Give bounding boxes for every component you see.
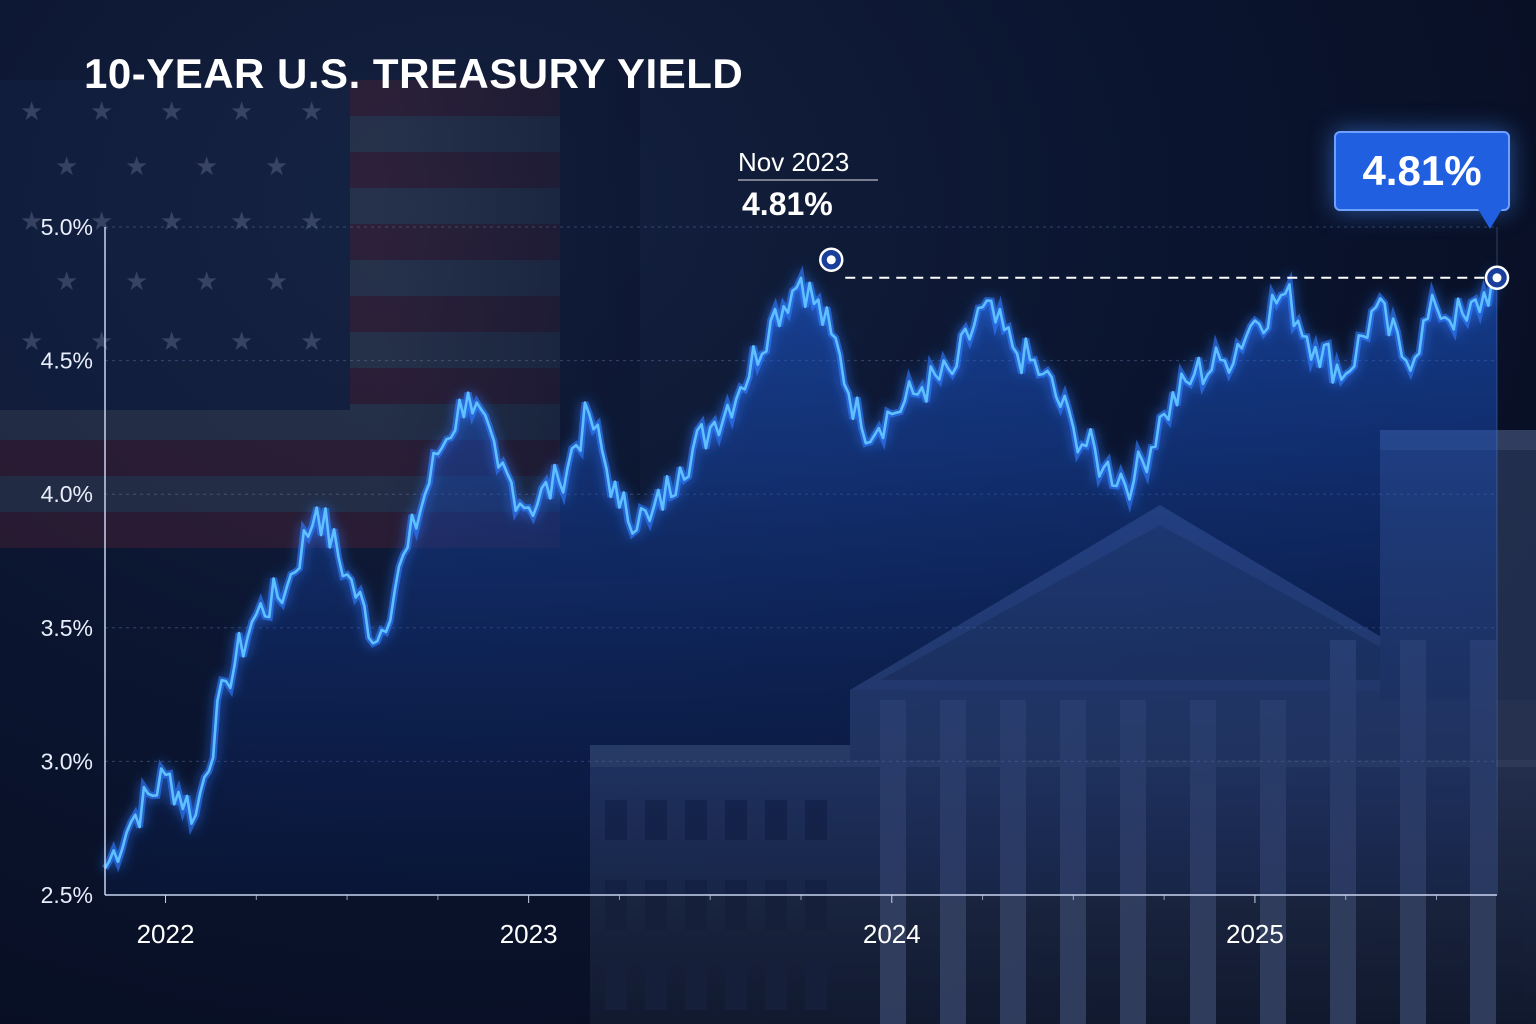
peak-value-label: 4.81% [742,186,833,222]
svg-text:★: ★ [55,267,78,297]
y-tick-label: 2.5% [41,882,93,908]
svg-text:★: ★ [195,152,218,182]
svg-text:★: ★ [230,207,253,237]
series-line [101,265,1499,873]
svg-text:★: ★ [125,152,148,182]
area-fill [105,274,1497,895]
svg-text:★: ★ [55,152,78,182]
y-tick-label: 4.5% [41,348,93,374]
latest-value-text: 4.81% [1362,147,1482,194]
svg-text:★: ★ [160,207,183,237]
y-tick-label: 4.0% [41,481,93,507]
markers [819,247,1510,291]
svg-text:★: ★ [230,97,253,127]
x-tick-label: 2024 [863,919,921,949]
y-tick-label: 3.5% [41,615,93,641]
svg-text:★: ★ [90,97,113,127]
peak-annotation: Nov 2023 4.81% [738,147,878,222]
svg-text:★: ★ [160,327,183,357]
flag-stars: ★ ★ ★ ★ ★ ★ ★ ★ ★ ★ ★ ★ ★ ★ ★ ★ ★ ★ ★ ★ ★ ★ ★ [20,97,323,357]
x-tick-label: 2022 [137,919,195,949]
peak-date-label: Nov 2023 [738,147,849,177]
peak-marker [819,247,844,273]
latest-value-callout: 4.81% [1334,131,1510,229]
svg-text:★: ★ [265,152,288,182]
axes: 2.5% 3.0% 3.5% 4.0% 4.5% 5.0% 2022 2023 2024 2025 [41,214,1498,949]
y-tick-label: 3.0% [41,748,93,774]
svg-text:★: ★ [300,327,323,357]
svg-text:★: ★ [300,97,323,127]
y-tick-label: 5.0% [41,214,93,240]
latest-marker [1484,265,1510,291]
svg-text:★: ★ [20,97,43,127]
series-line-path [103,273,1498,869]
svg-text:★: ★ [90,327,113,357]
series-area [105,274,1497,895]
svg-text:★: ★ [195,267,218,297]
x-tick-label: 2025 [1226,919,1284,949]
svg-text:★: ★ [300,207,323,237]
svg-text:★: ★ [265,267,288,297]
svg-text:★: ★ [230,327,253,357]
svg-text:★: ★ [160,97,183,127]
chart-title: 10-YEAR U.S. TREASURY YIELD [84,50,744,97]
svg-text:★: ★ [90,207,113,237]
svg-text:★: ★ [20,327,43,357]
svg-text:★: ★ [20,207,43,237]
svg-text:★: ★ [125,267,148,297]
x-tick-label: 2023 [500,919,558,949]
